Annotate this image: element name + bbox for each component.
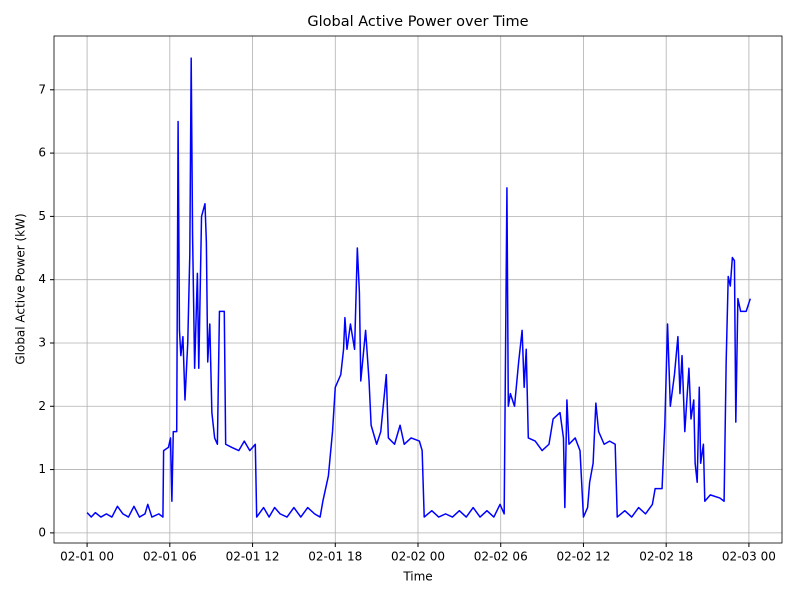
y-tick-label: 3 — [38, 335, 46, 349]
x-tick-label: 02-03 00 — [722, 550, 776, 564]
x-tick-label: 02-01 18 — [308, 550, 362, 564]
y-tick-label: 0 — [38, 525, 46, 539]
y-axis-label: Global Active Power (kW) — [14, 213, 28, 364]
x-tick-label: 02-01 12 — [226, 550, 280, 564]
x-tick-label: 02-01 00 — [60, 550, 114, 564]
chart-title: Global Active Power over Time — [307, 14, 528, 30]
y-tick-label: 5 — [38, 209, 46, 223]
plot-frame — [53, 35, 783, 544]
y-tick-label: 1 — [38, 462, 46, 476]
x-tick-label: 02-01 06 — [143, 550, 197, 564]
x-tick-label: 02-02 18 — [639, 550, 693, 564]
y-tick-label: 6 — [38, 146, 46, 160]
x-tick-label: 02-02 06 — [474, 550, 528, 564]
y-tick-label: 7 — [38, 82, 46, 96]
x-axis-label: Time — [402, 570, 432, 584]
x-tick-label: 02-02 00 — [391, 550, 445, 564]
y-tick-label: 4 — [38, 272, 46, 286]
x-tick-label: 02-02 12 — [556, 550, 610, 564]
data-line — [86, 57, 752, 518]
y-tick-label: 2 — [38, 399, 46, 413]
